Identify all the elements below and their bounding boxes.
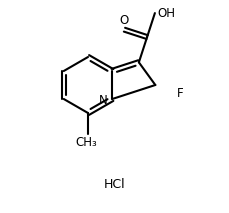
Text: HCl: HCl	[104, 178, 125, 191]
Text: CH₃: CH₃	[75, 136, 96, 149]
Text: F: F	[176, 87, 183, 100]
Text: O: O	[119, 14, 128, 27]
Text: N: N	[98, 94, 107, 106]
Text: OH: OH	[156, 7, 174, 20]
